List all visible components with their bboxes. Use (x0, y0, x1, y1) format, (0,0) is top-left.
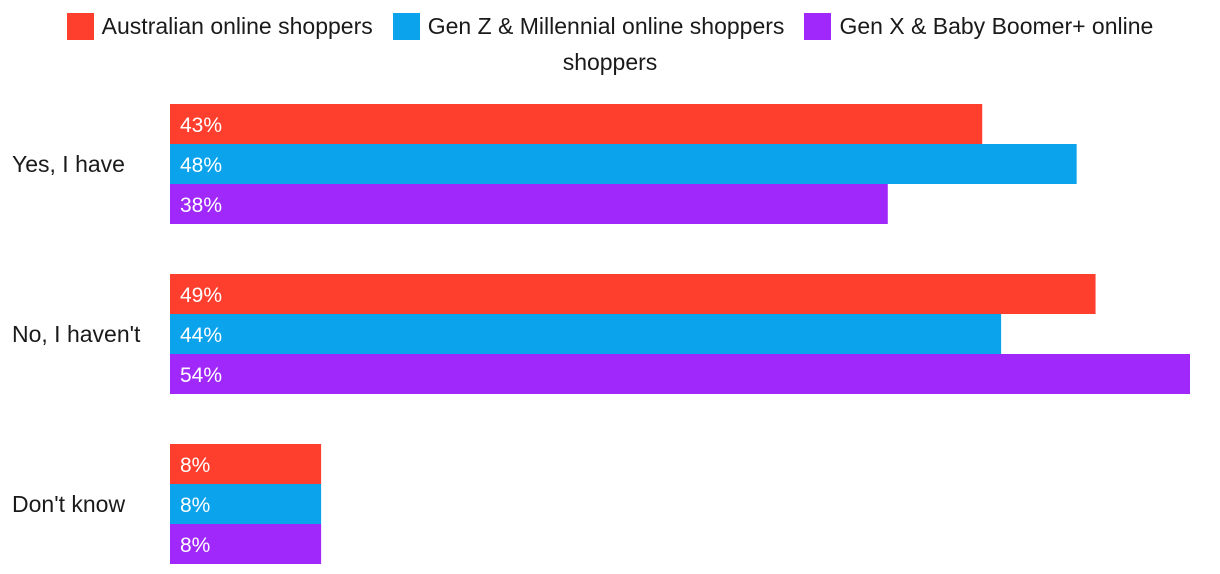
legend-item-australian: Australian online shoppers (66, 8, 373, 44)
bar-yes-i-have-series-2 (170, 184, 888, 224)
category-label-don-t-know: Don't know (12, 491, 125, 517)
legend-item-genz-millennial: Gen Z & Millennial online shoppers (392, 8, 785, 44)
data-label-don-t-know-series-2: 8% (180, 534, 210, 557)
data-label-don-t-know-series-1: 8% (180, 494, 210, 517)
legend-label-australian: Australian online shoppers (101, 13, 373, 39)
legend-item-genx-boomer: Gen X & Baby Boomer+ online (804, 8, 1153, 44)
data-label-no-i-haven-t-series-2: 54% (180, 364, 222, 387)
data-label-no-i-haven-t-series-0: 49% (180, 284, 222, 307)
bar-don-t-know-series-1 (170, 484, 322, 524)
bar-yes-i-have-series-0 (170, 104, 983, 144)
category-label-no-i-haven-t: No, I haven't (12, 321, 141, 347)
category-label-yes-i-have: Yes, I have (12, 151, 125, 177)
data-label-yes-i-have-series-1: 48% (180, 154, 222, 177)
legend-label-genx-boomer: Gen X & Baby Boomer+ online (839, 13, 1154, 39)
bar-no-i-haven-t-series-0 (170, 274, 1096, 314)
legend-swatch-genz-millennial (392, 12, 420, 40)
legend-label-genz-millennial: Gen Z & Millennial online shoppers (427, 13, 785, 39)
chart-legend: Australian online shoppers Gen Z & Mille… (0, 8, 1220, 80)
bar-yes-i-have-series-1 (170, 144, 1077, 184)
data-label-yes-i-have-series-0: 43% (180, 114, 222, 137)
bar-don-t-know-series-2 (170, 524, 322, 564)
bar-no-i-haven-t-series-2 (170, 354, 1190, 394)
bar-no-i-haven-t-series-1 (170, 314, 1002, 354)
bar-don-t-know-series-0 (170, 444, 322, 484)
legend-swatch-australian (66, 12, 94, 40)
legend-swatch-genx-boomer (804, 12, 832, 40)
data-label-no-i-haven-t-series-1: 44% (180, 324, 222, 347)
legend-label-genx-boomer-wrap: shoppers (562, 49, 658, 75)
data-label-don-t-know-series-0: 8% (180, 454, 210, 477)
data-label-yes-i-have-series-2: 38% (180, 194, 222, 217)
